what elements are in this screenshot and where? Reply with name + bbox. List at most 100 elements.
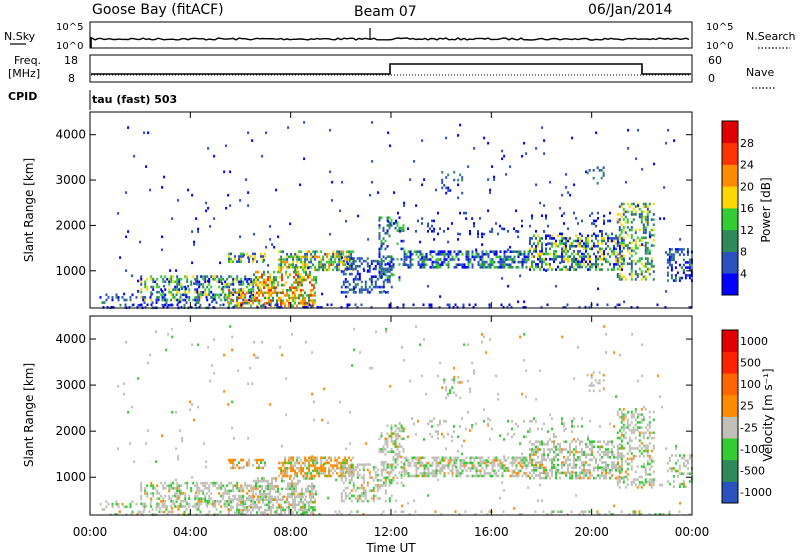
scatter-cell [619, 443, 621, 446]
scatter-cell [591, 239, 593, 243]
scatter-cell [284, 500, 286, 504]
scatter-cell [521, 452, 524, 456]
scatter-cell [523, 472, 526, 475]
scatter-cell [294, 266, 297, 269]
scatter-cell [180, 306, 183, 309]
scatter-cell [230, 257, 232, 261]
scatter-cell [479, 263, 482, 266]
scatter-cell [575, 466, 577, 469]
scatter-cell [294, 294, 296, 297]
scatter-cell [510, 306, 513, 309]
scatter-cell [150, 285, 153, 289]
scatter-cell [306, 301, 308, 305]
scatter-cell [616, 275, 619, 279]
scatter-cell [531, 469, 533, 472]
scatter-cell [622, 236, 625, 240]
scatter-cell [688, 513, 691, 516]
scatter-cell [409, 263, 412, 266]
scatter-cell [453, 178, 456, 182]
scatter-cell [549, 257, 551, 261]
scatter-cell [583, 476, 585, 480]
scatter-cell [609, 263, 611, 266]
scatter-cell [234, 484, 237, 487]
scatter-cell [220, 505, 223, 508]
scatter-cell [282, 464, 285, 467]
scatter-cell [255, 479, 257, 483]
scatter-cell [437, 258, 440, 261]
scatter-cell [672, 475, 675, 478]
scatter-cell [388, 234, 391, 238]
scatter-cell [367, 269, 370, 272]
scatter-cell [618, 415, 621, 419]
scatter-cell [277, 235, 280, 239]
scatter-cell [342, 489, 345, 492]
scatter-cell [230, 458, 232, 462]
scatter-cell [453, 459, 456, 462]
scatter-cell [294, 506, 296, 509]
scatter-cell [581, 448, 583, 451]
scatter-cell [666, 271, 669, 275]
scatter-cell [295, 264, 298, 267]
scatter-cell [286, 291, 288, 295]
scatter-cell [308, 469, 311, 473]
scatter-cell [585, 474, 587, 477]
scatter-cell [293, 477, 295, 480]
scatter-cell [475, 253, 478, 256]
scatter-cell [256, 304, 258, 308]
scatter-cell [238, 290, 241, 294]
scatter-cell [488, 303, 491, 307]
scatter-cell [273, 276, 275, 279]
scatter-cell [409, 258, 412, 261]
scatter-cell [529, 456, 531, 459]
scatter-cell [358, 473, 361, 477]
scatter-cell [270, 294, 272, 297]
scatter-cell [545, 247, 547, 251]
scatter-cell [263, 283, 265, 287]
scatter-cell [277, 283, 279, 287]
scatter-cell [553, 242, 555, 245]
scatter-cell [281, 479, 283, 483]
scatter-cell [648, 423, 651, 427]
scatter-cell [507, 469, 510, 473]
scatter-cell [457, 253, 460, 256]
scatter-cell [375, 330, 378, 333]
scatter-cell [628, 447, 631, 450]
scatter-cell [254, 458, 256, 462]
scatter-cell [238, 487, 241, 490]
scatter-cell [531, 265, 533, 269]
scatter-cell [545, 469, 547, 472]
scatter-cell [380, 259, 383, 263]
scatter-cell [688, 274, 691, 277]
scatter-cell [396, 258, 399, 261]
scatter-cell [213, 338, 216, 341]
scatter-cell [447, 266, 450, 269]
scatter-cell [158, 510, 161, 513]
scatter-cell [181, 437, 184, 440]
scatter-cell [625, 180, 628, 184]
scatter-cell [686, 274, 689, 277]
scatter-cell [620, 434, 623, 437]
scatter-cell [296, 461, 299, 465]
scatter-cell [650, 480, 653, 484]
scatter-cell [350, 499, 353, 503]
scatter-cell [535, 463, 537, 467]
scatter-cell [521, 253, 524, 256]
scatter-cell [411, 258, 414, 261]
scatter-cell [306, 306, 309, 309]
scatter-cell [228, 304, 230, 308]
scatter-cell [135, 502, 138, 506]
scatter-cell [433, 227, 436, 231]
scatter-cell [451, 472, 454, 475]
scatter-cell [356, 476, 359, 479]
scatter-cell [260, 304, 262, 308]
scatter-cell [611, 440, 613, 443]
scatter-cell [491, 258, 494, 261]
scatter-cell [276, 291, 278, 295]
scatter-cell [261, 154, 264, 158]
scatter-cell [485, 250, 488, 253]
scatter-cell [222, 285, 225, 289]
scatter-cell [242, 458, 244, 462]
scatter-cell [324, 469, 327, 473]
scatter-cell [593, 263, 595, 266]
scatter-cell [394, 221, 397, 225]
